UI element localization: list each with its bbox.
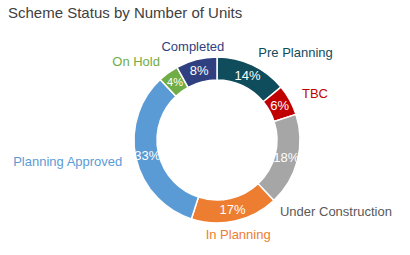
svg-text:Pre Planning: Pre Planning — [258, 45, 332, 60]
svg-text:33%: 33% — [134, 148, 160, 163]
svg-text:4%: 4% — [167, 76, 183, 88]
html-text:Scheme Status by Number of Uni: Scheme Status by Number of Units — [8, 4, 243, 21]
svg-text:6%: 6% — [270, 98, 289, 113]
svg-text:18%: 18% — [273, 150, 299, 165]
svg-text:TBC: TBC — [302, 86, 328, 101]
svg-text:Planning Approved: Planning Approved — [13, 154, 122, 169]
svg-text:14%: 14% — [234, 68, 260, 83]
svg-text:8%: 8% — [190, 63, 209, 78]
svg-text:In Planning: In Planning — [206, 227, 271, 242]
svg-text:Under Construction: Under Construction — [280, 204, 392, 219]
svg-text:Completed: Completed — [161, 39, 224, 54]
svg-text:17%: 17% — [220, 202, 246, 217]
svg-text:On Hold: On Hold — [112, 54, 160, 69]
